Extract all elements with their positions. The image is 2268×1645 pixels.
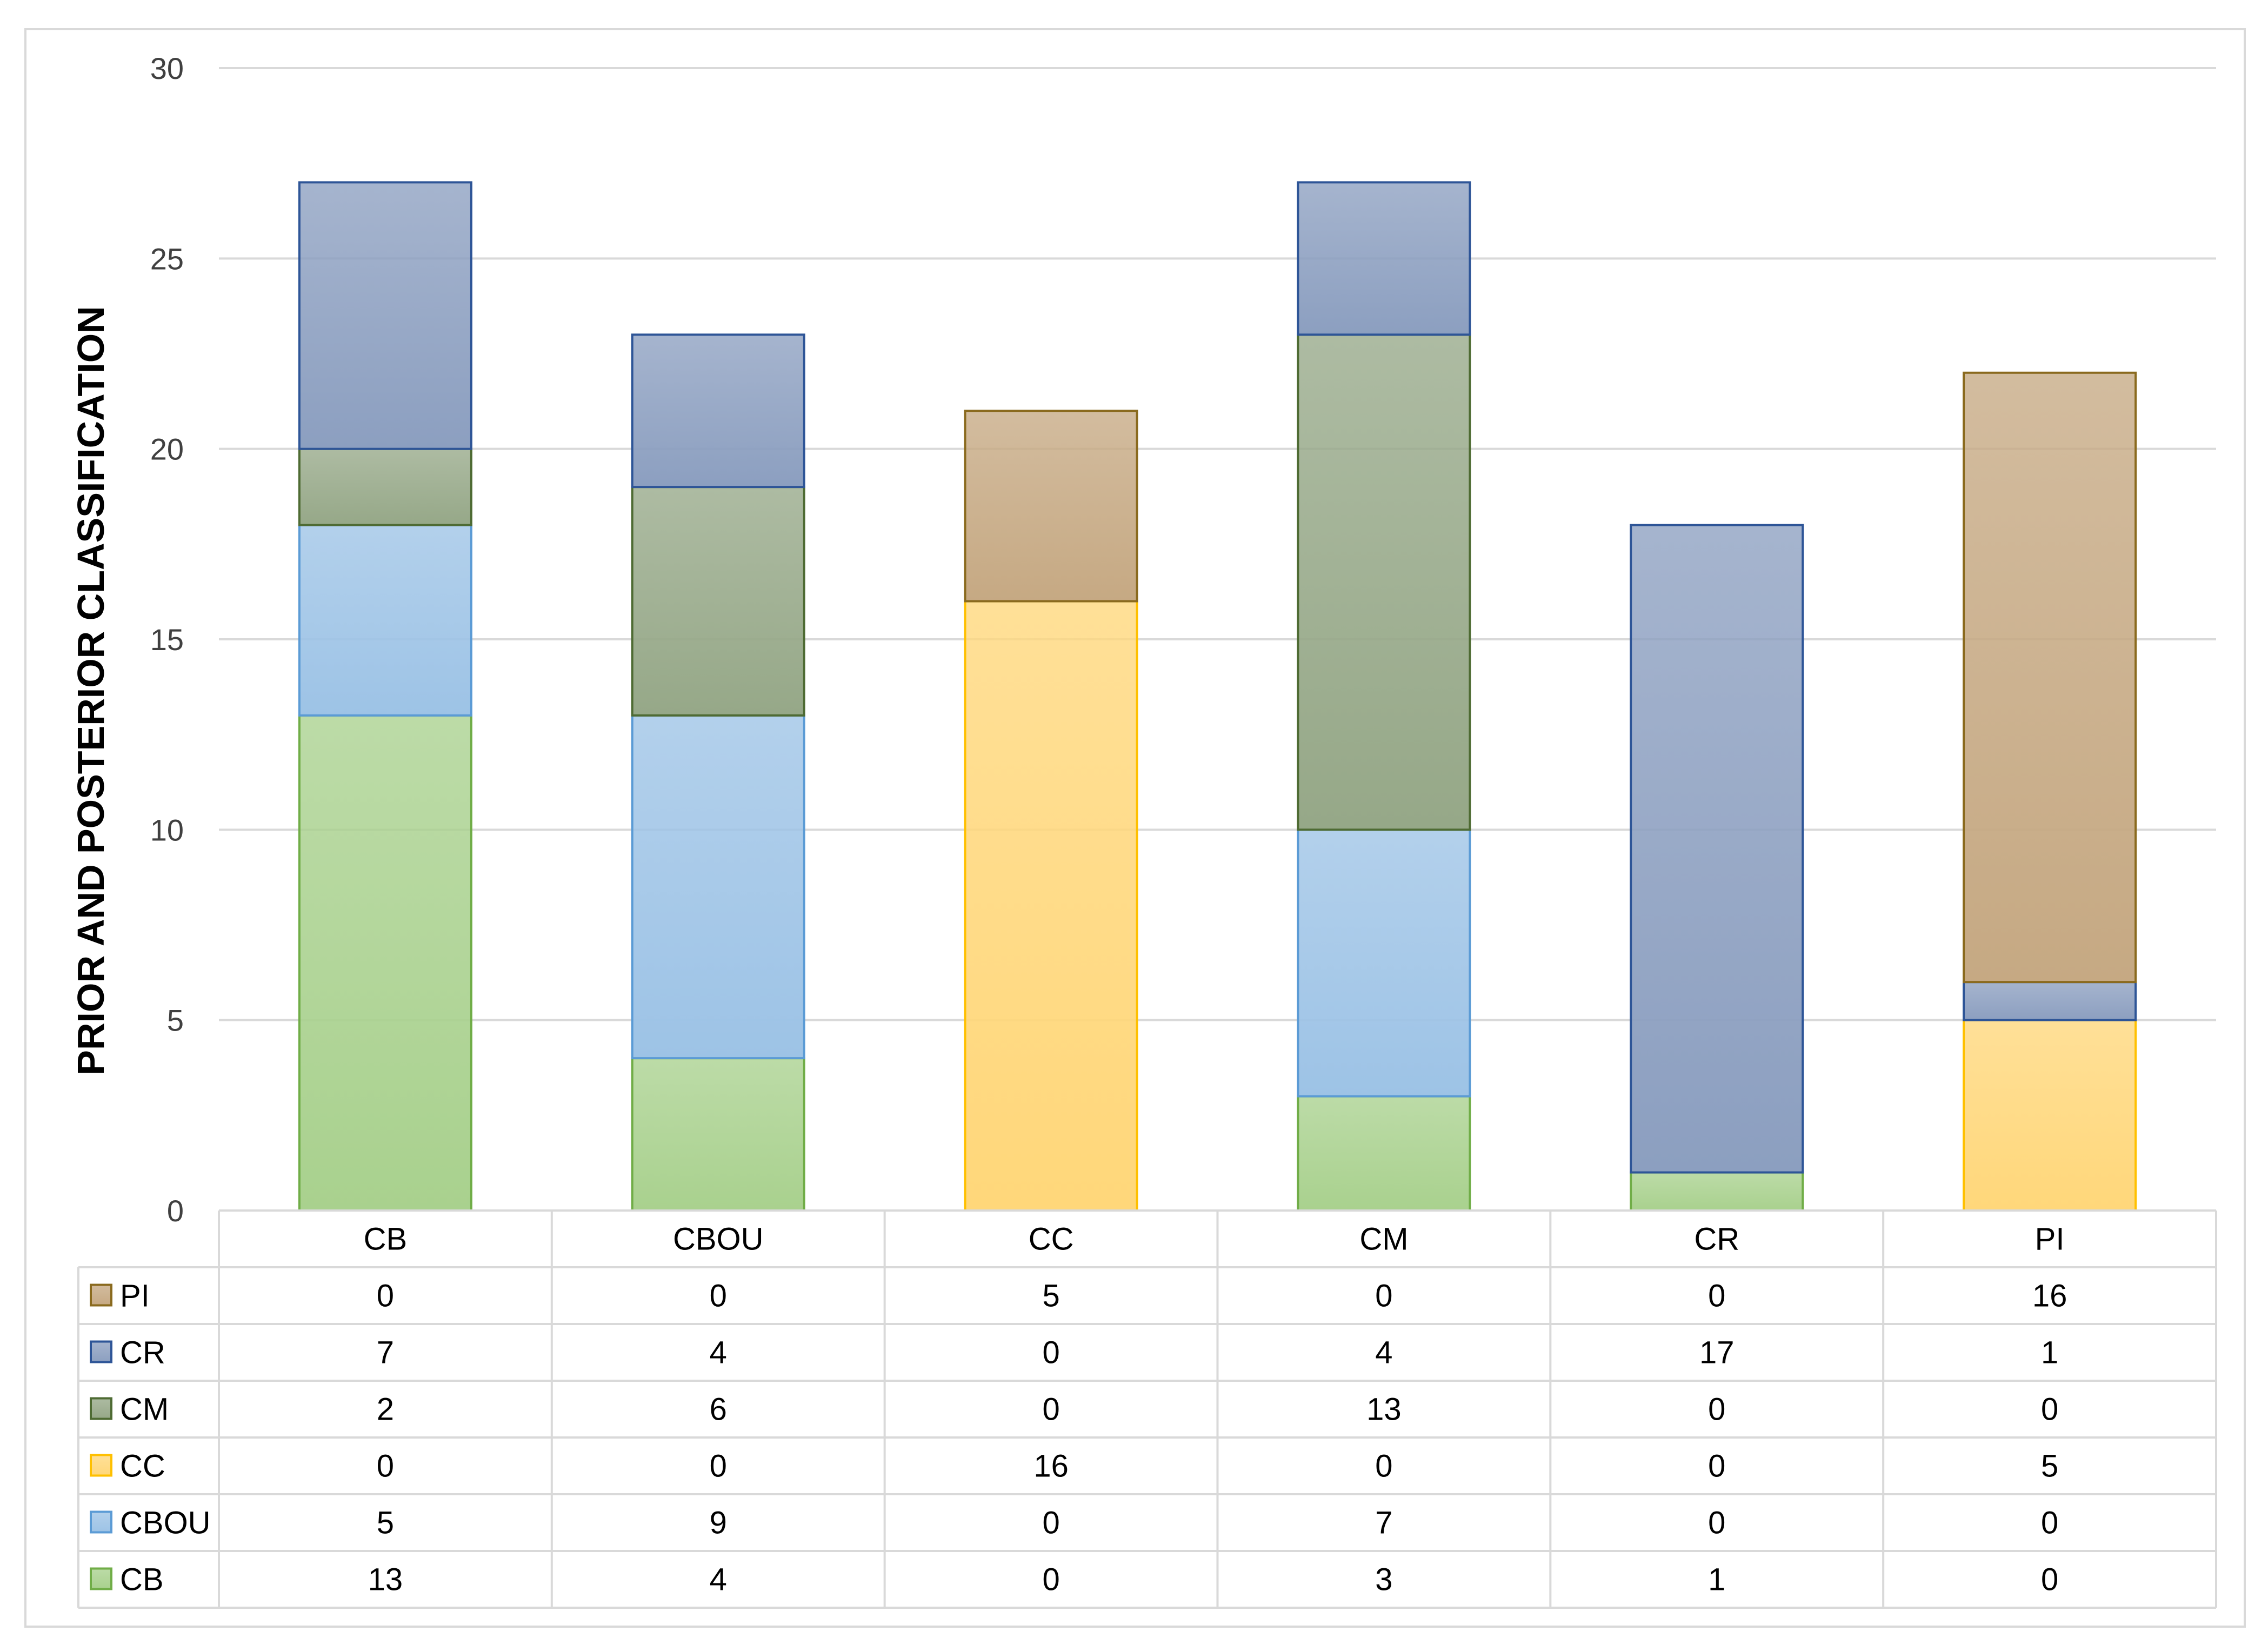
bar-cr-cr bbox=[1630, 524, 1804, 1174]
bar-cb-cb bbox=[298, 714, 472, 1212]
bar-cbou-cm bbox=[631, 486, 805, 717]
legend-key-cc bbox=[90, 1454, 112, 1477]
legend-key-cb bbox=[90, 1567, 112, 1590]
gridlines bbox=[219, 67, 2216, 1212]
table-cell: 9 bbox=[710, 1506, 727, 1541]
table-cell: 0 bbox=[377, 1449, 394, 1484]
table-cell: 6 bbox=[710, 1392, 727, 1427]
bar-pi-cr bbox=[1963, 981, 2137, 1021]
table-cell: 0 bbox=[1042, 1392, 1059, 1427]
bar-cm-cb bbox=[1297, 1095, 1471, 1212]
bar-cbou-cbou bbox=[631, 714, 805, 1060]
table-cell: 16 bbox=[2032, 1279, 2067, 1314]
legend-key-cm bbox=[90, 1397, 112, 1420]
table-cell: 4 bbox=[710, 1562, 727, 1597]
table-cell: 0 bbox=[1708, 1506, 1725, 1541]
y-tick-label: 25 bbox=[150, 242, 184, 276]
table-cell: 0 bbox=[1708, 1279, 1725, 1314]
table-cell: 0 bbox=[2041, 1506, 2058, 1541]
y-tick-label: 30 bbox=[150, 51, 184, 85]
table-cell: 0 bbox=[710, 1279, 727, 1314]
y-tick-label: 20 bbox=[150, 432, 184, 466]
legend-label-cbou: CBOU bbox=[120, 1506, 211, 1541]
legend-key-cr bbox=[90, 1340, 112, 1363]
table-cell: 13 bbox=[1366, 1392, 1402, 1427]
bar-cbou-cr bbox=[631, 333, 805, 489]
bar-cr-cb bbox=[1630, 1171, 1804, 1212]
table-cell: 0 bbox=[1375, 1449, 1392, 1484]
table-cell: 0 bbox=[1042, 1335, 1059, 1370]
table-cell: 5 bbox=[377, 1506, 394, 1541]
table-cell: 3 bbox=[1375, 1562, 1392, 1597]
x-category-label: CB bbox=[364, 1222, 408, 1257]
table-cell: 0 bbox=[1042, 1506, 1059, 1541]
y-axis-ticks: 0 5 10 15 20 25 30 bbox=[150, 51, 184, 1228]
table-cell: 0 bbox=[710, 1449, 727, 1484]
bar-pi-cc bbox=[1963, 1019, 2137, 1212]
table-cell: 0 bbox=[2041, 1562, 2058, 1597]
table-cell: 16 bbox=[1033, 1449, 1069, 1484]
legend-label-cc: CC bbox=[120, 1449, 165, 1484]
legend-key-pi bbox=[90, 1283, 112, 1307]
legend-label-pi: PI bbox=[120, 1279, 150, 1314]
x-category-label: CM bbox=[1359, 1222, 1408, 1257]
legend-label-cm: CM bbox=[120, 1392, 169, 1427]
x-category-label: CC bbox=[1029, 1222, 1074, 1257]
table-cell: 0 bbox=[1708, 1392, 1725, 1427]
bar-cm-cr bbox=[1297, 181, 1471, 336]
table-cell: 5 bbox=[2041, 1449, 2058, 1484]
table-cell: 5 bbox=[1042, 1279, 1059, 1314]
bar-cb-cbou bbox=[298, 524, 472, 717]
x-category-label: PI bbox=[2035, 1222, 2065, 1257]
bar-cb-cm bbox=[298, 447, 472, 526]
table-cell: 13 bbox=[368, 1562, 403, 1597]
bar-cm-cm bbox=[1297, 333, 1471, 831]
bar-cc-pi bbox=[964, 410, 1138, 603]
table-cell: 2 bbox=[377, 1392, 394, 1427]
bar-pi-pi bbox=[1963, 371, 2137, 984]
table-cell: 4 bbox=[1375, 1335, 1392, 1370]
table-cell: 1 bbox=[2041, 1335, 2058, 1370]
y-axis-label: PRIOR AND POSTERIOR CLASSIFICATION bbox=[70, 306, 112, 1075]
table-cell: 0 bbox=[1375, 1279, 1392, 1314]
y-tick-label: 0 bbox=[167, 1194, 184, 1228]
table-cell: 0 bbox=[377, 1279, 394, 1314]
bar-cb-cr bbox=[298, 181, 472, 450]
bar-cbou-cb bbox=[631, 1057, 805, 1212]
table-cell: 7 bbox=[1375, 1506, 1392, 1541]
y-tick-label: 5 bbox=[167, 1004, 184, 1038]
y-tick-label: 15 bbox=[150, 623, 184, 657]
bars bbox=[298, 181, 2137, 1212]
x-category-label: CR bbox=[1694, 1222, 1739, 1257]
table-cell: 1 bbox=[1708, 1562, 1725, 1597]
y-tick-label: 10 bbox=[150, 813, 184, 847]
table-cell: 0 bbox=[2041, 1392, 2058, 1427]
table-cell: 17 bbox=[1699, 1335, 1735, 1370]
bar-cm-cbou bbox=[1297, 828, 1471, 1098]
table-cell: 4 bbox=[710, 1335, 727, 1370]
legend-label-cb: CB bbox=[120, 1562, 164, 1597]
legend-key-cbou bbox=[90, 1510, 112, 1534]
bar-cc-cc bbox=[964, 600, 1138, 1212]
x-category-label: CBOU bbox=[673, 1222, 764, 1257]
legend-label-cr: CR bbox=[120, 1335, 165, 1370]
table-cell: 0 bbox=[1042, 1562, 1059, 1597]
table-cell: 0 bbox=[1708, 1449, 1725, 1484]
table-cell: 7 bbox=[377, 1335, 394, 1370]
